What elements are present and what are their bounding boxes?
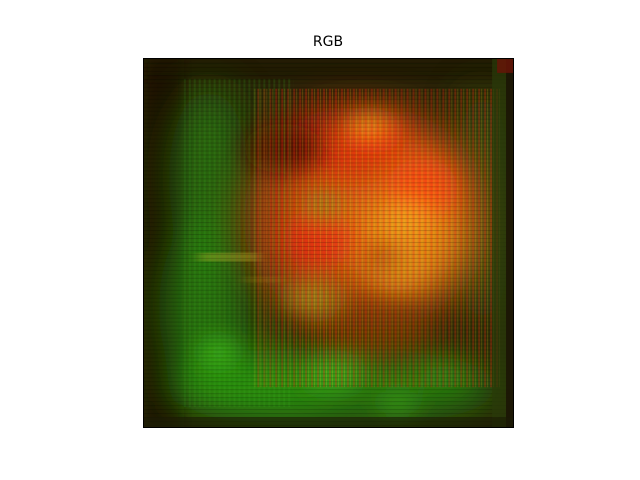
image-axes bbox=[143, 58, 514, 428]
rgb-image bbox=[144, 59, 513, 427]
plot-title: RGB bbox=[0, 34, 640, 51]
